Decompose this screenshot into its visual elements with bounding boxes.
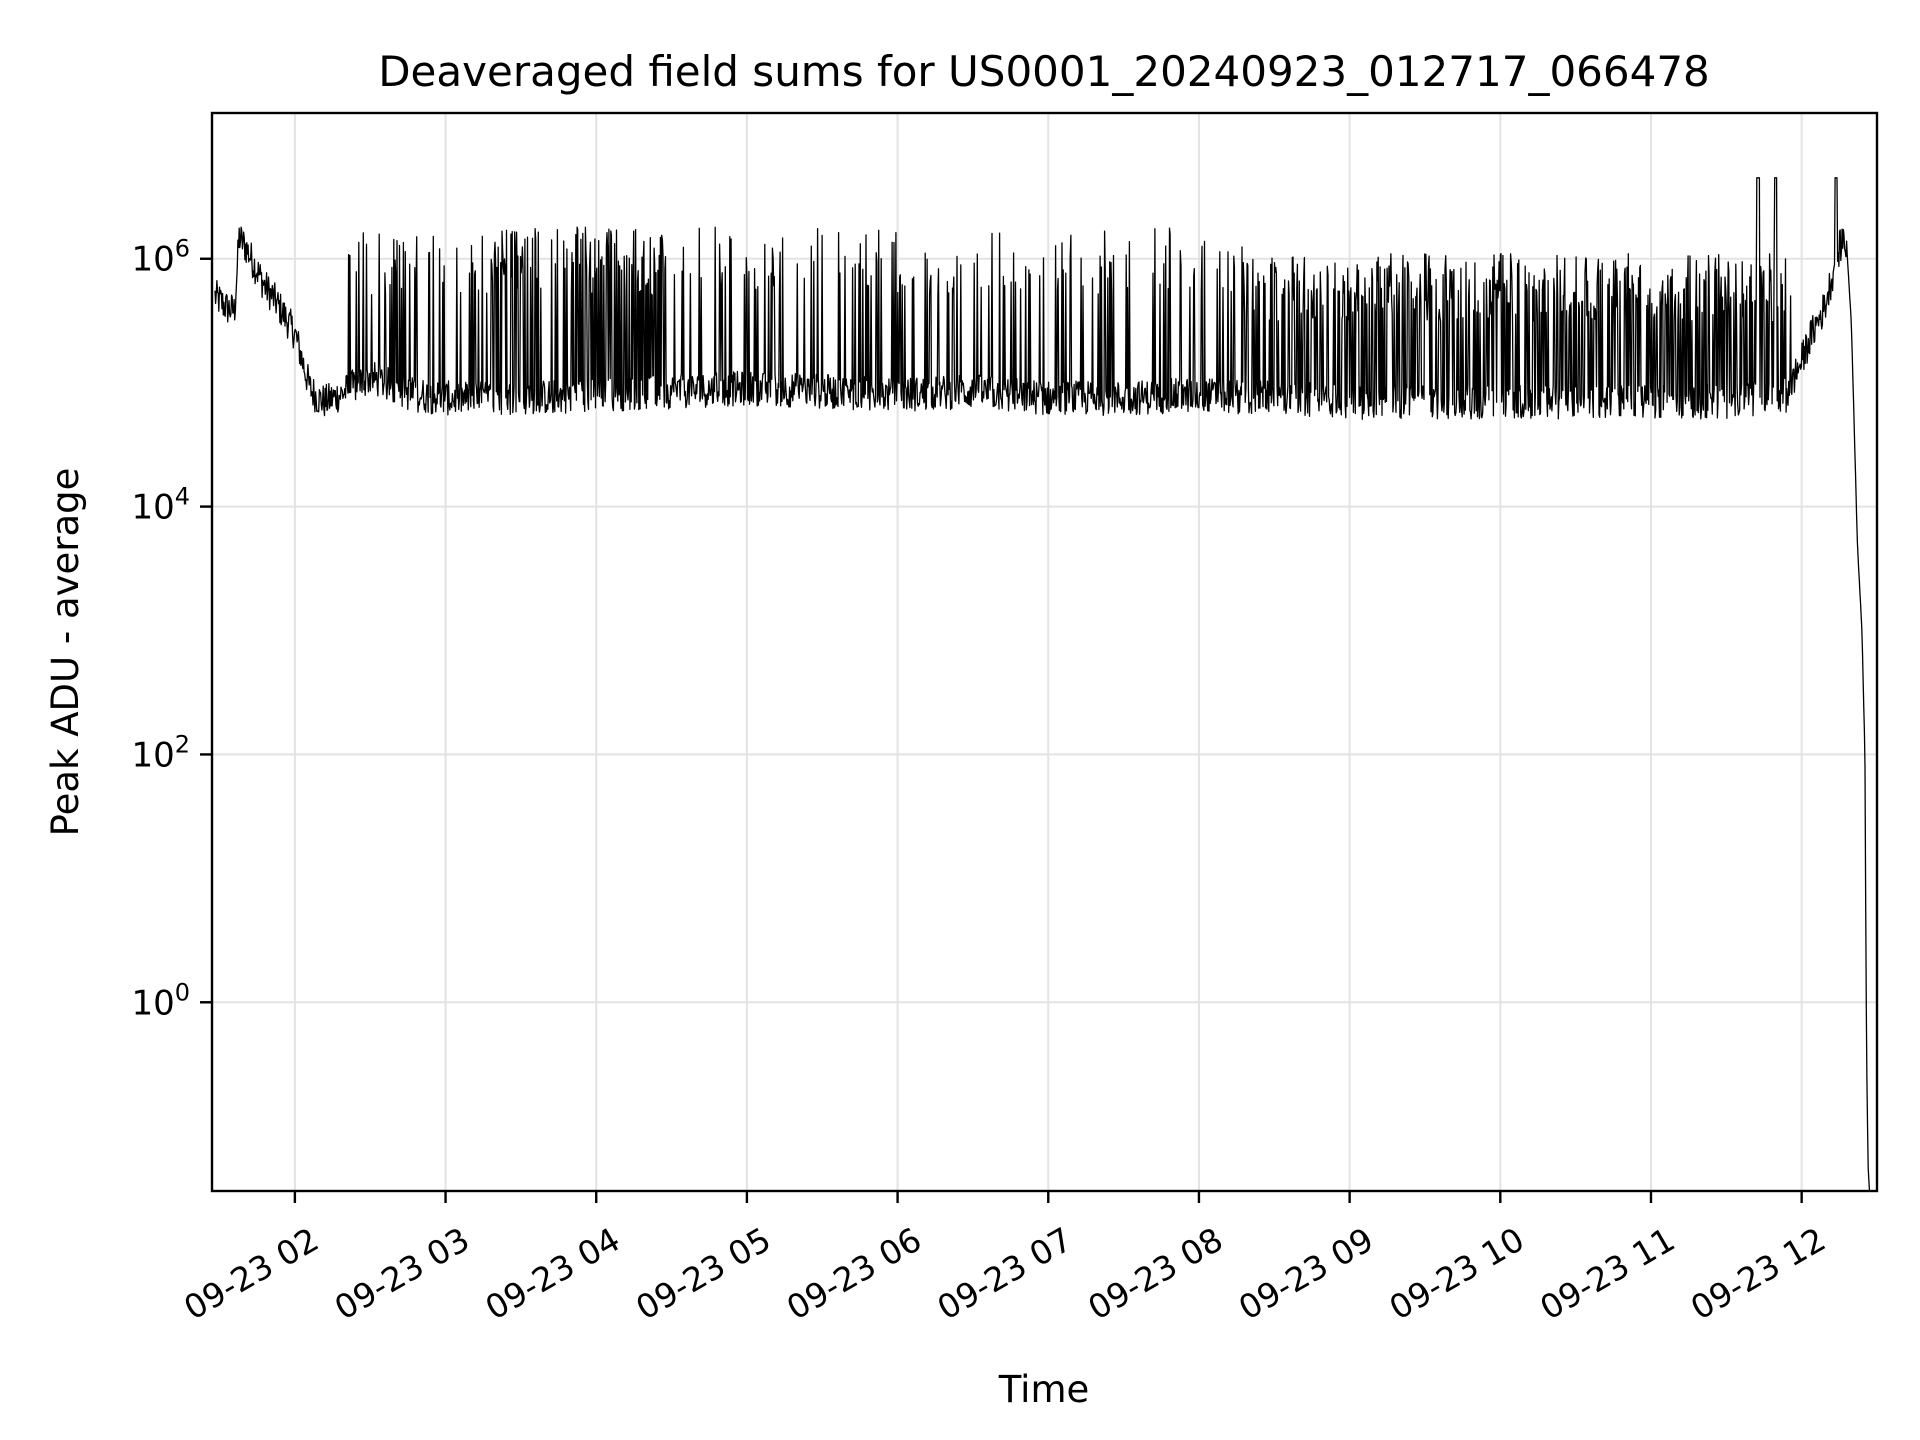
y-axis-label: Peak ADU - average bbox=[44, 468, 87, 837]
x-axis-label: Time bbox=[998, 1368, 1090, 1411]
x-tick-label: 09-23 07 bbox=[931, 1220, 1079, 1328]
chart-title: Deaveraged field sums for US0001_2024092… bbox=[378, 47, 1710, 96]
y-tick-label: 102 bbox=[131, 730, 190, 775]
grid-lines bbox=[212, 113, 1877, 1191]
x-tick-label: 09-23 06 bbox=[780, 1220, 928, 1328]
y-tick-label: 100 bbox=[131, 978, 190, 1023]
x-tick-label: 09-23 05 bbox=[629, 1220, 777, 1328]
x-tick-label: 09-23 04 bbox=[479, 1220, 627, 1328]
y-tick-label: 104 bbox=[131, 483, 190, 528]
x-tick-label: 09-23 11 bbox=[1533, 1220, 1681, 1328]
x-tick-label: 09-23 03 bbox=[328, 1220, 476, 1328]
x-tick-label: 09-23 10 bbox=[1383, 1220, 1531, 1328]
x-tick-label: 09-23 12 bbox=[1684, 1220, 1832, 1328]
x-tick-label: 09-23 09 bbox=[1232, 1220, 1380, 1328]
y-tick-label: 106 bbox=[131, 235, 190, 280]
series-line bbox=[214, 177, 1871, 1192]
x-tick-label: 09-23 08 bbox=[1081, 1220, 1229, 1328]
plot-frame bbox=[210, 111, 1879, 1193]
x-tick-label: 09-23 02 bbox=[177, 1220, 325, 1328]
